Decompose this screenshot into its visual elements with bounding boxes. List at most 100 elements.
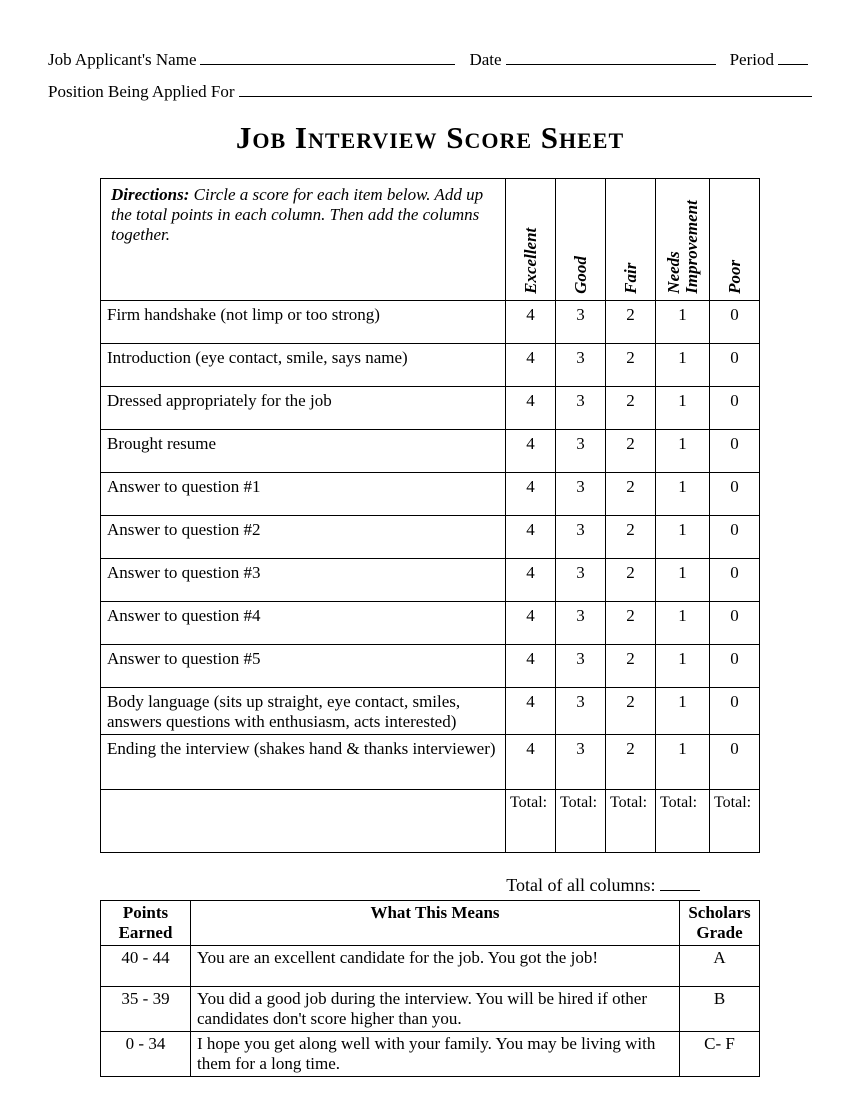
rubric-points-1: 35 - 39	[101, 987, 191, 1032]
score-cell-7-0[interactable]: 4	[506, 602, 556, 645]
totals-blank	[101, 790, 506, 853]
score-cell-10-4[interactable]: 0	[710, 735, 760, 790]
item-row-2: Dressed appropriately for the job43210	[101, 387, 760, 430]
score-cell-3-4[interactable]: 0	[710, 430, 760, 473]
score-cell-3-0[interactable]: 4	[506, 430, 556, 473]
score-cell-5-0[interactable]: 4	[506, 516, 556, 559]
score-cell-8-1[interactable]: 3	[556, 645, 606, 688]
score-cell-8-0[interactable]: 4	[506, 645, 556, 688]
score-cell-10-3[interactable]: 1	[656, 735, 710, 790]
applicant-name-blank[interactable]	[200, 48, 455, 65]
score-cell-3-3[interactable]: 1	[656, 430, 710, 473]
item-label-6: Answer to question #3	[101, 559, 506, 602]
col-header-fair: Fair	[606, 179, 656, 301]
rubric-means-2: I hope you get along well with your fami…	[191, 1032, 680, 1077]
score-cell-6-0[interactable]: 4	[506, 559, 556, 602]
score-cell-5-1[interactable]: 3	[556, 516, 606, 559]
total-excellent[interactable]: Total:	[506, 790, 556, 853]
score-cell-10-0[interactable]: 4	[506, 735, 556, 790]
item-row-9: Body language (sits up straight, eye con…	[101, 688, 760, 735]
position-blank[interactable]	[239, 80, 812, 97]
date-blank[interactable]	[506, 48, 716, 65]
score-cell-1-1[interactable]: 3	[556, 344, 606, 387]
rubric-table: Points Earned What This Means Scholars G…	[100, 900, 760, 1077]
score-cell-2-4[interactable]: 0	[710, 387, 760, 430]
score-cell-9-2[interactable]: 2	[606, 688, 656, 735]
page: Job Applicant's Name Date Period Positio…	[0, 0, 860, 1118]
score-cell-8-3[interactable]: 1	[656, 645, 710, 688]
score-cell-1-0[interactable]: 4	[506, 344, 556, 387]
rubric-header-points: Points Earned	[101, 901, 191, 946]
score-cell-5-2[interactable]: 2	[606, 516, 656, 559]
rubric-points-0: 40 - 44	[101, 946, 191, 987]
score-cell-4-4[interactable]: 0	[710, 473, 760, 516]
score-cell-0-1[interactable]: 3	[556, 301, 606, 344]
score-cell-1-3[interactable]: 1	[656, 344, 710, 387]
score-cell-9-1[interactable]: 3	[556, 688, 606, 735]
item-row-6: Answer to question #343210	[101, 559, 760, 602]
period-blank[interactable]	[778, 48, 808, 65]
score-cell-9-4[interactable]: 0	[710, 688, 760, 735]
rubric-row-2: 0 - 34 I hope you get along well with yo…	[101, 1032, 760, 1077]
score-cell-7-1[interactable]: 3	[556, 602, 606, 645]
rubric-row-1: 35 - 39 You did a good job during the in…	[101, 987, 760, 1032]
item-row-3: Brought resume43210	[101, 430, 760, 473]
item-label-0: Firm handshake (not limp or too strong)	[101, 301, 506, 344]
score-cell-1-2[interactable]: 2	[606, 344, 656, 387]
rubric-header-grade: Scholars Grade	[680, 901, 760, 946]
total-fair[interactable]: Total:	[606, 790, 656, 853]
score-cell-9-3[interactable]: 1	[656, 688, 710, 735]
score-cell-0-0[interactable]: 4	[506, 301, 556, 344]
total-good[interactable]: Total:	[556, 790, 606, 853]
score-cell-0-4[interactable]: 0	[710, 301, 760, 344]
score-cell-5-4[interactable]: 0	[710, 516, 760, 559]
rubric-grade-1: B	[680, 987, 760, 1032]
score-cell-2-2[interactable]: 2	[606, 387, 656, 430]
score-cell-0-2[interactable]: 2	[606, 301, 656, 344]
col-header-excellent: Excellent	[506, 179, 556, 301]
directions-label: Directions:	[111, 185, 189, 204]
item-label-2: Dressed appropriately for the job	[101, 387, 506, 430]
item-label-10: Ending the interview (shakes hand & than…	[101, 735, 506, 790]
col-header-needs-improvement: NeedsImprovement	[656, 179, 710, 301]
score-cell-7-2[interactable]: 2	[606, 602, 656, 645]
score-cell-0-3[interactable]: 1	[656, 301, 710, 344]
item-row-10: Ending the interview (shakes hand & than…	[101, 735, 760, 790]
rubric-means-1: You did a good job during the interview.…	[191, 987, 680, 1032]
score-cell-10-1[interactable]: 3	[556, 735, 606, 790]
score-cell-6-3[interactable]: 1	[656, 559, 710, 602]
score-cell-4-3[interactable]: 1	[656, 473, 710, 516]
score-cell-7-4[interactable]: 0	[710, 602, 760, 645]
score-cell-8-2[interactable]: 2	[606, 645, 656, 688]
total-poor[interactable]: Total:	[710, 790, 760, 853]
score-cell-4-1[interactable]: 3	[556, 473, 606, 516]
total-all-columns: Total of all columns:	[100, 873, 760, 896]
rubric-grade-0: A	[680, 946, 760, 987]
score-cell-3-2[interactable]: 2	[606, 430, 656, 473]
score-cell-9-0[interactable]: 4	[506, 688, 556, 735]
score-cell-4-0[interactable]: 4	[506, 473, 556, 516]
score-cell-3-1[interactable]: 3	[556, 430, 606, 473]
total-all-blank[interactable]	[660, 873, 700, 891]
item-row-0: Firm handshake (not limp or too strong)4…	[101, 301, 760, 344]
rubric-header-means: What This Means	[191, 901, 680, 946]
col-header-good: Good	[556, 179, 606, 301]
item-label-5: Answer to question #2	[101, 516, 506, 559]
score-cell-6-2[interactable]: 2	[606, 559, 656, 602]
score-cell-8-4[interactable]: 0	[710, 645, 760, 688]
score-cell-4-2[interactable]: 2	[606, 473, 656, 516]
item-label-1: Introduction (eye contact, smile, says n…	[101, 344, 506, 387]
score-cell-2-0[interactable]: 4	[506, 387, 556, 430]
score-cell-2-3[interactable]: 1	[656, 387, 710, 430]
period-label: Period	[730, 50, 774, 70]
score-cell-10-2[interactable]: 2	[606, 735, 656, 790]
total-needs-improvement[interactable]: Total:	[656, 790, 710, 853]
item-label-3: Brought resume	[101, 430, 506, 473]
score-cell-2-1[interactable]: 3	[556, 387, 606, 430]
score-cell-5-3[interactable]: 1	[656, 516, 710, 559]
score-cell-1-4[interactable]: 0	[710, 344, 760, 387]
header-row: Directions: Circle a score for each item…	[101, 179, 760, 301]
score-cell-6-4[interactable]: 0	[710, 559, 760, 602]
score-cell-7-3[interactable]: 1	[656, 602, 710, 645]
score-cell-6-1[interactable]: 3	[556, 559, 606, 602]
